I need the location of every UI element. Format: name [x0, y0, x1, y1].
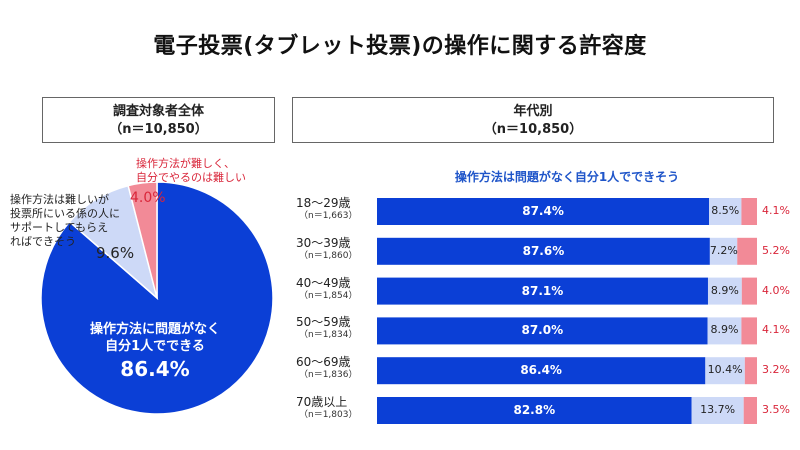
age-group-sample-size: （n＝1,834）: [299, 330, 358, 341]
bar-category-label: 18～29歳 （n＝1,663）: [296, 196, 371, 222]
bar-value-label: 87.1%: [521, 283, 564, 298]
age-group-label: 30～39歳: [296, 235, 351, 250]
bar-segment-no-problem: [377, 357, 706, 385]
pie-label-difficult: 操作方法が難しく、 自分でやるのは難しい: [136, 157, 246, 184]
bar-value-label: 7.2%: [709, 243, 738, 257]
bar-segment-difficult: [743, 397, 757, 424]
pie-label-no-problem: 操作方法に問題がなく 自分1人でできる: [89, 322, 220, 354]
bar-value-label: 87.6%: [522, 243, 565, 258]
pie-slice-difficult: [127, 181, 158, 299]
bar-segment-no-problem: [377, 317, 708, 345]
bar-value-label: 5.2%: [762, 243, 790, 257]
bar-segment-difficult: [741, 277, 757, 305]
pie-value-difficult: 4.0%: [130, 190, 166, 206]
bar-value-label: 87.0%: [521, 323, 564, 338]
bar-category-label: 60～69歳 （n＝1,836）: [296, 355, 371, 381]
bar-segment-with-support: [707, 277, 742, 305]
age-group-sample-size: （n＝1,854）: [299, 290, 358, 301]
age-group-label: 50～59歳: [296, 315, 351, 330]
bar-value-label: 82.8%: [513, 403, 556, 417]
overall-sample-size: （n＝10,850）: [109, 122, 208, 137]
pie-label-with-support: 操作方法は難しいが 投票所にいる係の人に サポートしてもらえ ればできそう: [10, 193, 120, 248]
bar-segment-with-support: [709, 237, 738, 265]
bar-category-label: 30～39歳 （n＝1,860）: [296, 236, 371, 262]
age-group-label: 70歳以上: [296, 395, 348, 409]
age-group-label: 18～29歳: [296, 196, 351, 210]
pie-value-no-problem: 86.4%: [120, 357, 190, 381]
overall-panel-header: 調査対象者全体 （n＝10,850）: [42, 97, 275, 143]
bar-category-label: 50～59歳 （n＝1,834）: [296, 315, 371, 341]
bar-category-label: 70歳以上 （n＝1,803）: [296, 395, 371, 421]
age-group-label: 40～49歳: [296, 275, 351, 290]
bar-segment-no-problem: [377, 198, 710, 225]
age-group-sample-size: （n＝1,860）: [299, 250, 358, 261]
age-panel-header: 年代別 （n＝10,850）: [292, 97, 774, 143]
age-group-sample-size: （n＝1,836）: [299, 370, 358, 381]
bar-segment-with-support: [705, 357, 745, 385]
bar-value-label: 4.0%: [762, 283, 790, 297]
bar-segment-with-support: [691, 397, 744, 424]
overall-heading: 調査対象者全体: [112, 104, 204, 119]
age-group-sample-size: （n＝1,803）: [299, 410, 358, 420]
bar-value-label: 8.9%: [710, 283, 739, 297]
bar-value-label: 8.9%: [710, 323, 739, 337]
bar-value-label: 4.1%: [762, 204, 790, 217]
bar-segment-difficult: [744, 357, 757, 385]
bar-category-label: 40～49歳 （n＝1,854）: [296, 276, 371, 302]
bar-value-label: 13.7%: [700, 403, 736, 416]
bar-value-label: 87.4%: [522, 204, 564, 218]
bar-segment-with-support: [707, 317, 742, 345]
chart-title: 電子投票(タブレット投票)の操作に関する許容度: [153, 34, 647, 59]
pie-value-with-support: 9.6%: [96, 244, 135, 262]
age-group-label: 60～69歳: [296, 355, 351, 370]
bar-value-label: 3.2%: [762, 363, 790, 377]
bar-segment-no-problem: [377, 277, 708, 305]
bar-value-label: 3.5%: [762, 403, 790, 416]
pie-chart: [40, 181, 274, 415]
age-heading: 年代別: [513, 104, 553, 119]
age-group-sample-size: （n＝1,663）: [299, 211, 358, 221]
age-sample-size: （n＝10,850）: [483, 122, 583, 137]
bar-segment-difficult: [741, 198, 757, 225]
bar-chart-subtitle: 操作方法は問題がなく自分1人でできそう: [454, 170, 680, 184]
bar-segment-no-problem: [377, 237, 710, 265]
bar-segment-with-support: [709, 198, 742, 225]
bar-segment-difficult: [741, 317, 757, 345]
bar-value-label: 4.1%: [762, 323, 790, 337]
bar-segment-difficult: [737, 237, 757, 265]
bar-segment-no-problem: [377, 397, 692, 424]
bar-value-label: 86.4%: [520, 363, 562, 378]
bar-value-label: 10.4%: [707, 363, 743, 377]
bar-value-label: 8.5%: [711, 204, 740, 217]
